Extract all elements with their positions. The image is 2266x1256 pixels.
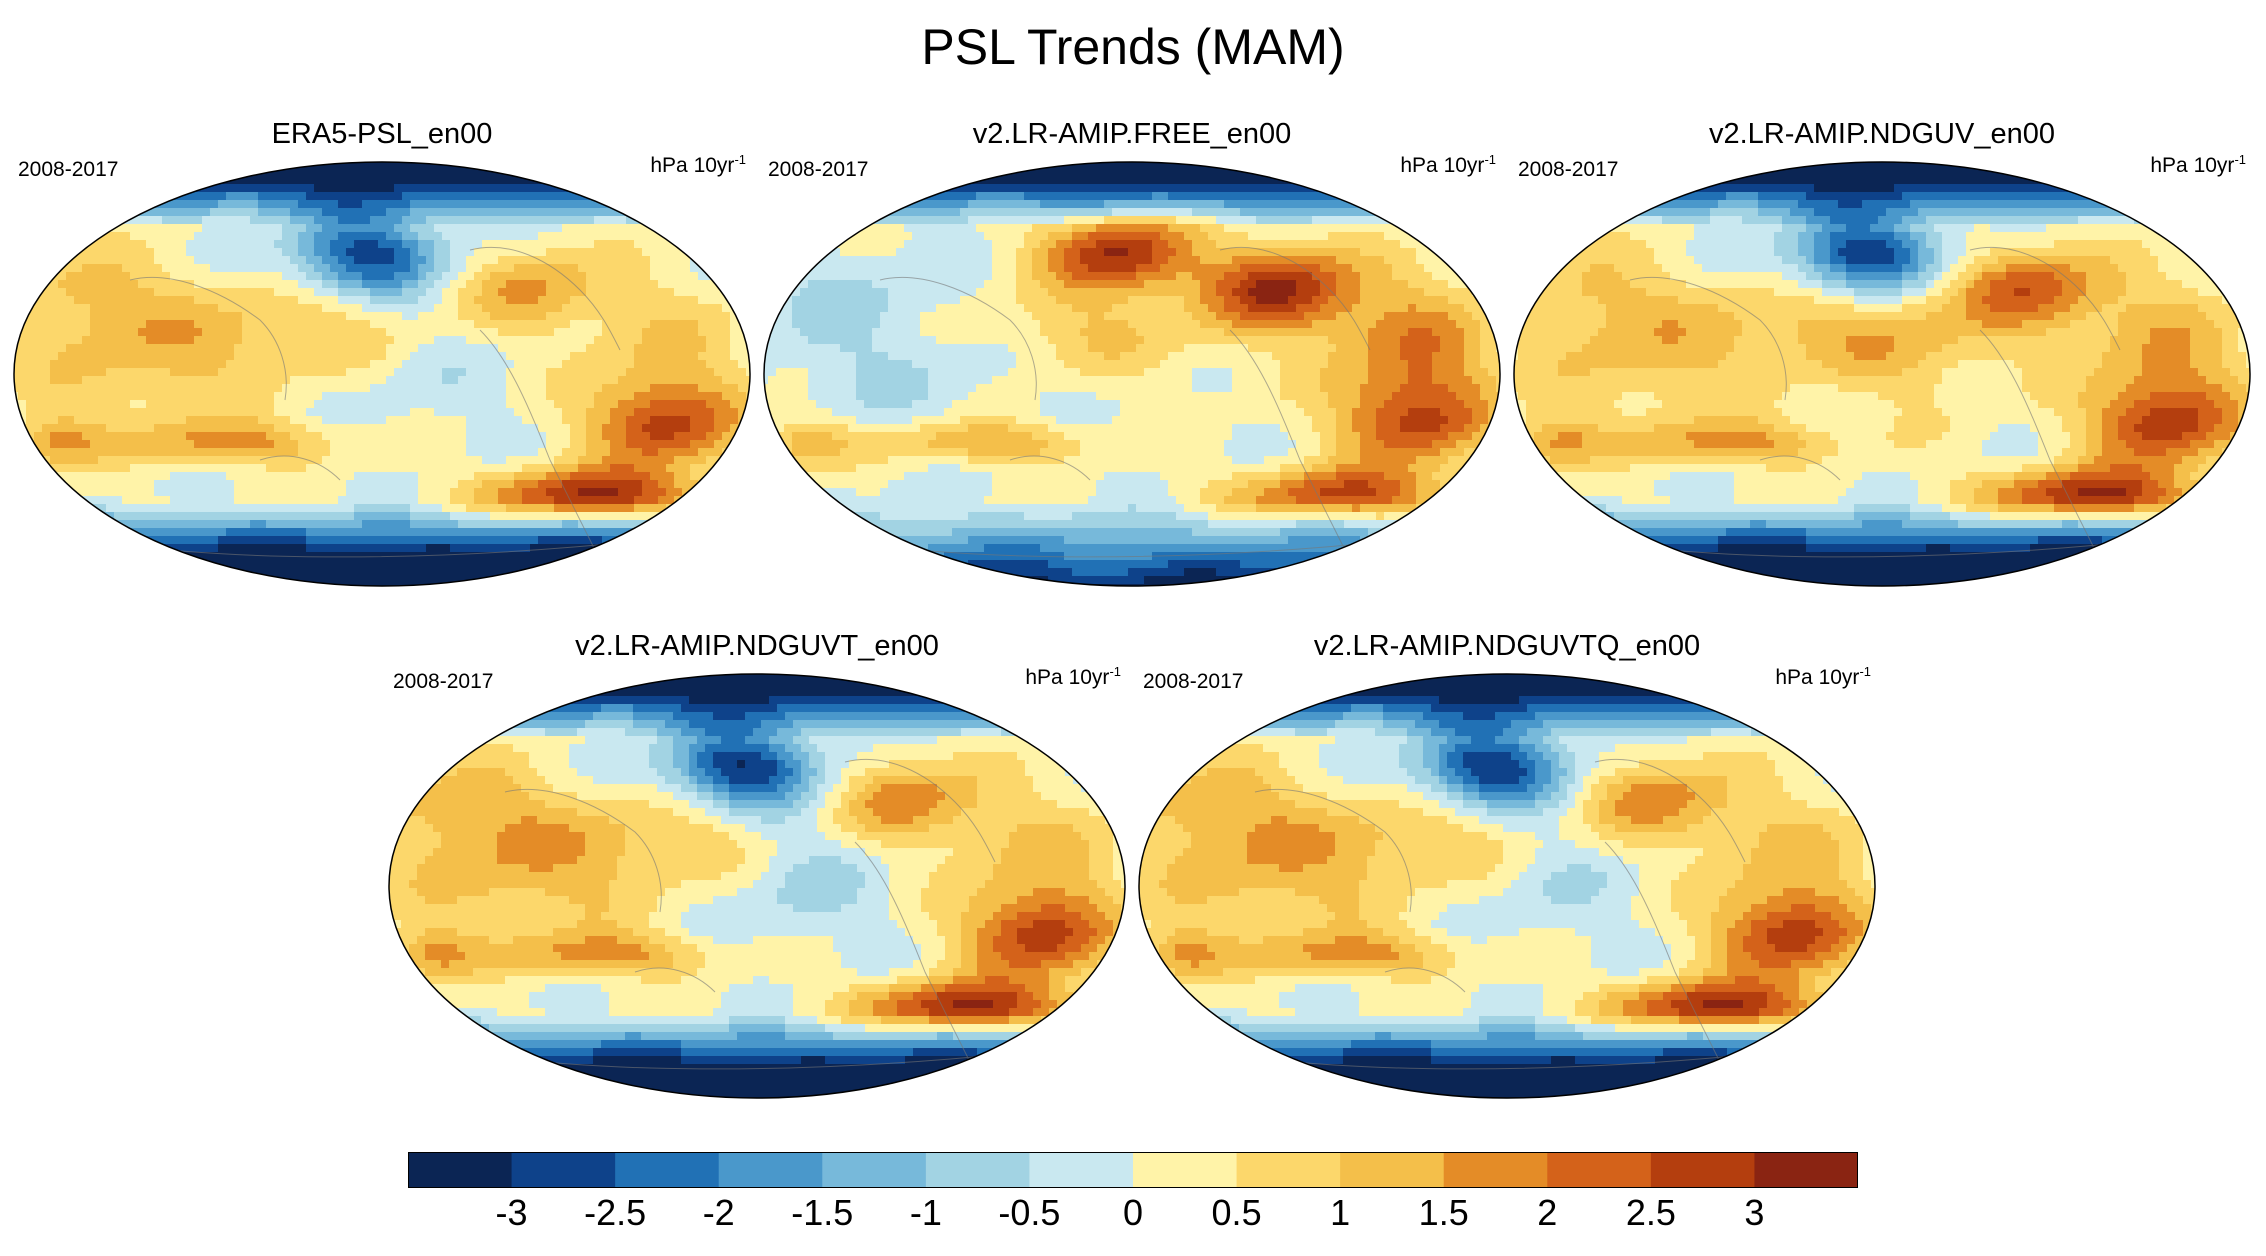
map-panel-ndguv: v2.LR-AMIP.NDGUV_en00 2008-2017 hPa 10yr… <box>1510 118 2254 588</box>
coastline <box>89 246 651 558</box>
colorbar-tick-label: 1.5 <box>1419 1192 1469 1234</box>
colorbar-tick-label: 1 <box>1330 1192 1350 1234</box>
colorbar-tick-label: -1 <box>910 1192 942 1234</box>
colorbar-swatch <box>1340 1152 1445 1188</box>
coastline <box>839 246 1401 558</box>
colorbar-tick-label: -2.5 <box>584 1192 646 1234</box>
map-plot <box>763 161 1501 587</box>
colorbar-tick-label: -3 <box>496 1192 528 1234</box>
colorbar-swatch <box>408 1152 513 1188</box>
colorbar-tick-label: 2 <box>1537 1192 1557 1234</box>
map-outline <box>1138 673 1876 1099</box>
panel-units: hPa 10yr-1 <box>1775 664 1871 690</box>
colorbar <box>408 1152 1858 1188</box>
map-plot <box>13 161 751 587</box>
panel-period: 2008-2017 <box>1143 670 1243 694</box>
panel-units: hPa 10yr-1 <box>650 152 746 178</box>
colorbar-tick-label: -2 <box>703 1192 735 1234</box>
panel-period: 2008-2017 <box>1518 158 1618 182</box>
panel-period: 2008-2017 <box>393 670 493 694</box>
coastline <box>1214 758 1776 1070</box>
map-outline <box>1513 161 2251 587</box>
map-panel-ndguvt: v2.LR-AMIP.NDGUVT_en00 2008-2017 hPa 10y… <box>385 630 1129 1100</box>
map-outline <box>763 161 1501 587</box>
colorbar-ticks: -3 -2.5 -2 -1.5 -1 -0.5 0 0.5 1 1.5 2 2.5 3 <box>0 1192 2266 1242</box>
panel-units: hPa 10yr-1 <box>2150 152 2246 178</box>
colorbar-swatch <box>822 1152 927 1188</box>
colorbar-swatch <box>1650 1152 1756 1188</box>
colorbar-tick-label: 0.5 <box>1212 1192 1262 1234</box>
colorbar-tick-label: 0 <box>1123 1192 1143 1234</box>
map-plot <box>1138 673 1876 1099</box>
map-plot <box>388 673 1126 1099</box>
panel-title: v2.LR-AMIP.FREE_en00 <box>760 118 1504 151</box>
colorbar-swatch <box>1547 1152 1652 1188</box>
panel-period: 2008-2017 <box>18 158 118 182</box>
colorbar-tick-label: -0.5 <box>998 1192 1060 1234</box>
colorbar-tick-label: -1.5 <box>791 1192 853 1234</box>
map-outline <box>13 161 751 587</box>
coastline <box>1589 246 2151 558</box>
map-panel-free: v2.LR-AMIP.FREE_en00 2008-2017 hPa 10yr-… <box>760 118 1504 588</box>
map-panel-ndguvtq: v2.LR-AMIP.NDGUVTQ_en00 2008-2017 hPa 10… <box>1135 630 1879 1100</box>
panel-units: hPa 10yr-1 <box>1400 152 1496 178</box>
colorbar-tick-label: 2.5 <box>1626 1192 1676 1234</box>
colorbar-swatch <box>1754 1152 1858 1188</box>
map-plot <box>1513 161 2251 587</box>
colorbar-swatch <box>1443 1152 1548 1188</box>
colorbar-swatch <box>1133 1152 1238 1188</box>
colorbar-swatch <box>511 1152 616 1188</box>
map-panel-era5: ERA5-PSL_en00 2008-2017 hPa 10yr-1 <box>10 118 754 588</box>
panel-units: hPa 10yr-1 <box>1025 664 1121 690</box>
colorbar-tick-label: 3 <box>1744 1192 1764 1234</box>
colorbar-swatch <box>718 1152 823 1188</box>
panel-title: v2.LR-AMIP.NDGUV_en00 <box>1510 118 2254 151</box>
panel-title: ERA5-PSL_en00 <box>10 118 754 151</box>
panel-title: v2.LR-AMIP.NDGUVT_en00 <box>385 630 1129 663</box>
colorbar-swatch <box>1236 1152 1341 1188</box>
panel-period: 2008-2017 <box>768 158 868 182</box>
colorbar-swatch <box>1029 1152 1134 1188</box>
map-outline <box>388 673 1126 1099</box>
colorbar-swatch <box>925 1152 1031 1188</box>
figure-title: PSL Trends (MAM) <box>0 18 2266 76</box>
colorbar-swatch <box>615 1152 720 1188</box>
panel-title: v2.LR-AMIP.NDGUVTQ_en00 <box>1135 630 1879 663</box>
coastline <box>464 758 1026 1070</box>
